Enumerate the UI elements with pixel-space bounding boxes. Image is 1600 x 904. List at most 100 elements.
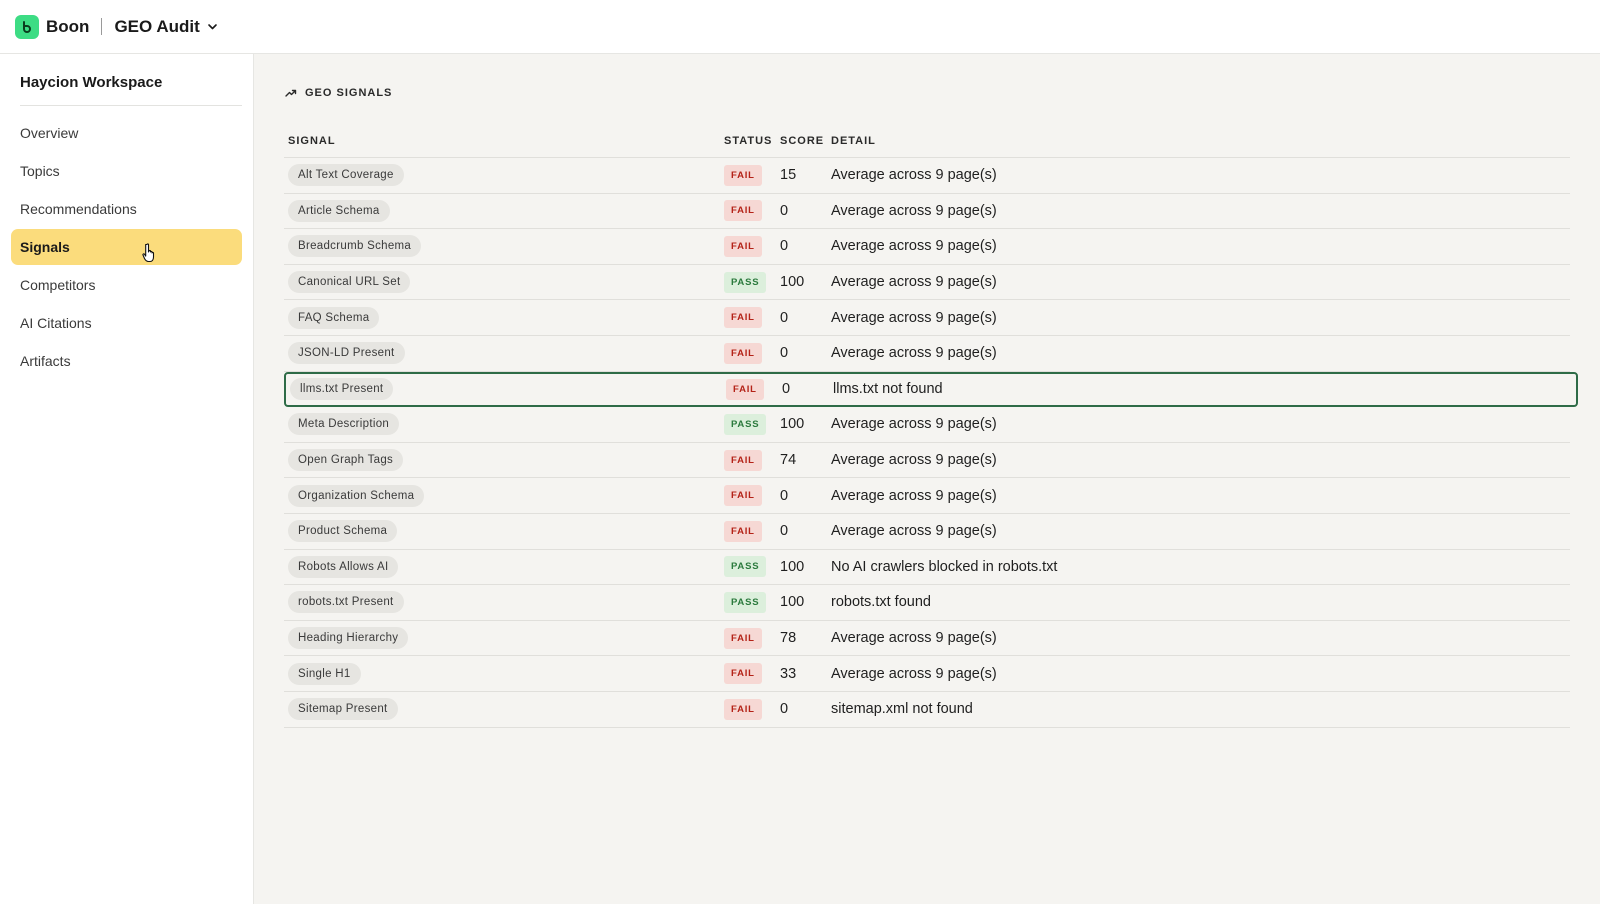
boon-logo-icon[interactable] <box>15 14 39 39</box>
score-cell: 0 <box>780 523 789 540</box>
signal-tag: Robots Allows AI <box>288 555 399 578</box>
score-cell: 0 <box>780 487 789 504</box>
signal-cell: Sitemap Present <box>284 698 724 721</box>
column-header-score: SCORE <box>780 134 825 147</box>
detail-cell: No AI crawlers blocked in robots.txt <box>831 558 1058 575</box>
sidebar-item-label: Competitors <box>20 277 96 293</box>
sidebar-item-competitors[interactable]: Competitors <box>11 267 242 303</box>
status-badge: FAIL <box>724 200 762 222</box>
table-row[interactable]: Product Schema FAIL 0 Average across 9 page… <box>284 514 1570 550</box>
signals-table: SIGNAL STATUS SCORE DETAIL Alt Text Cove… <box>284 124 1578 728</box>
signal-cell: robots.txt Present <box>284 591 724 614</box>
signal-tag: Heading Hierarchy <box>288 627 409 650</box>
status-cell: FAIL <box>724 307 780 329</box>
signal-tag: Product Schema <box>288 520 398 543</box>
detail-cell: Average across 9 page(s) <box>831 309 997 326</box>
signal-cell: Open Graph Tags <box>284 449 724 472</box>
status-cell: PASS <box>724 271 780 293</box>
status-cell: PASS <box>724 591 780 613</box>
sidebar-item-recommendations[interactable]: Recommendations <box>11 191 242 227</box>
status-cell: FAIL <box>724 342 780 364</box>
sidebar-item-signals[interactable]: Signals <box>11 229 242 265</box>
main-content: GEO SIGNALS SIGNAL STATUS SCORE DETAIL A… <box>254 54 1600 904</box>
table-row[interactable]: Article Schema FAIL 0 Average across 9 page… <box>284 194 1570 230</box>
signal-tag: Organization Schema <box>288 484 425 507</box>
brand-name[interactable]: Boon <box>46 16 90 36</box>
sidebar-item-topics[interactable]: Topics <box>11 153 242 189</box>
status-badge: FAIL <box>724 485 762 507</box>
signal-cell: Alt Text Coverage <box>284 164 724 187</box>
table-row[interactable]: FAQ Schema FAIL 0 Average across 9 page(s) <box>284 300 1570 336</box>
table-row[interactable]: JSON-LD Present FAIL 0 Average across 9 pag… <box>284 336 1570 372</box>
score-cell: 100 <box>780 558 805 575</box>
detail-cell: Average across 9 page(s) <box>831 345 997 362</box>
table-row[interactable]: Single H1 FAIL 33 Average across 9 page(s) <box>284 656 1570 692</box>
signal-cell: Meta Description <box>284 413 724 436</box>
detail-cell: sitemap.xml not found <box>831 701 973 718</box>
table-row[interactable]: Alt Text Coverage FAIL 15 Average across 9 … <box>284 158 1570 194</box>
table-row[interactable]: Robots Allows AI PASS 100 No AI crawlers bl… <box>284 550 1570 586</box>
sidebar-item-overview[interactable]: Overview <box>11 115 242 151</box>
signal-cell: FAQ Schema <box>284 306 724 329</box>
table-row[interactable]: Meta Description PASS 100 Average across 9 … <box>284 407 1570 443</box>
table-row[interactable]: Breadcrumb Schema FAIL 0 Average across 9 p… <box>284 229 1570 265</box>
signal-tag: Alt Text Coverage <box>288 164 404 187</box>
detail-cell: Average across 9 page(s) <box>831 274 997 291</box>
workspace-name: Haycion Workspace <box>20 74 242 106</box>
score-cell: 0 <box>780 309 789 326</box>
table-row[interactable]: llms.txt Present FAIL 0 llms.txt not found <box>284 371 1578 408</box>
score-cell: 0 <box>780 345 789 362</box>
signal-cell: Product Schema <box>284 520 724 543</box>
column-header-signal: SIGNAL <box>288 134 336 147</box>
table-row[interactable]: Heading Hierarchy FAIL 78 Average across 9 … <box>284 621 1570 657</box>
signal-cell: Organization Schema <box>284 484 724 507</box>
score-cell: 100 <box>780 274 805 291</box>
status-cell: FAIL <box>724 235 780 257</box>
section-header: GEO SIGNALS <box>285 87 392 99</box>
status-badge: FAIL <box>724 627 762 649</box>
status-badge: FAIL <box>724 164 762 186</box>
score-cell: 74 <box>780 452 797 469</box>
project-selector[interactable]: GEO Audit <box>114 17 217 37</box>
status-cell: FAIL <box>724 200 780 222</box>
detail-cell: Average across 9 page(s) <box>831 487 997 504</box>
sidebar-item-artifacts[interactable]: Artifacts <box>11 343 242 379</box>
status-badge: FAIL <box>724 520 762 542</box>
signal-tag: robots.txt Present <box>288 591 404 614</box>
divider <box>101 18 103 35</box>
signal-cell: Single H1 <box>284 662 724 685</box>
sidebar-item-label: AI Citations <box>20 315 92 331</box>
status-badge: FAIL <box>724 449 762 471</box>
table-header: SIGNAL STATUS SCORE DETAIL <box>284 124 1570 158</box>
signal-tag: Sitemap Present <box>288 698 398 721</box>
signal-cell: Canonical URL Set <box>284 271 724 294</box>
section-title: GEO SIGNALS <box>305 87 393 99</box>
hand-cursor-icon <box>142 243 158 268</box>
status-badge: FAIL <box>724 342 762 364</box>
score-cell: 33 <box>780 665 797 682</box>
detail-cell: Average across 9 page(s) <box>831 167 997 184</box>
status-badge: FAIL <box>724 307 762 329</box>
signal-cell: Heading Hierarchy <box>284 627 724 650</box>
table-row[interactable]: Canonical URL Set PASS 100 Average across 9… <box>284 265 1570 301</box>
sidebar-item-label: Topics <box>20 163 60 179</box>
score-cell: 78 <box>780 630 797 647</box>
detail-cell: robots.txt found <box>831 594 931 611</box>
status-cell: FAIL <box>726 378 782 400</box>
status-cell: FAIL <box>724 520 780 542</box>
table-body: Alt Text Coverage FAIL 15 Average across 9 … <box>284 158 1578 728</box>
signal-tag: Breadcrumb Schema <box>288 235 422 258</box>
column-header-status: STATUS <box>724 134 773 147</box>
top-bar: Boon GEO Audit <box>0 0 1600 54</box>
detail-cell: Average across 9 page(s) <box>831 416 997 433</box>
table-row[interactable]: Sitemap Present FAIL 0 sitemap.xml not foun… <box>284 692 1570 728</box>
score-cell: 0 <box>780 701 789 718</box>
sidebar: Haycion Workspace Overview Topics Recommen… <box>0 54 254 904</box>
status-cell: FAIL <box>724 164 780 186</box>
table-row[interactable]: Open Graph Tags FAIL 74 Average across 9 pa… <box>284 443 1570 479</box>
signal-tag: JSON-LD Present <box>288 342 405 365</box>
table-row[interactable]: robots.txt Present PASS 100 robots.txt foun… <box>284 585 1570 621</box>
signal-tag: Canonical URL Set <box>288 271 411 294</box>
table-row[interactable]: Organization Schema FAIL 0 Average across 9… <box>284 478 1570 514</box>
sidebar-item-ai-citations[interactable]: AI Citations <box>11 305 242 341</box>
